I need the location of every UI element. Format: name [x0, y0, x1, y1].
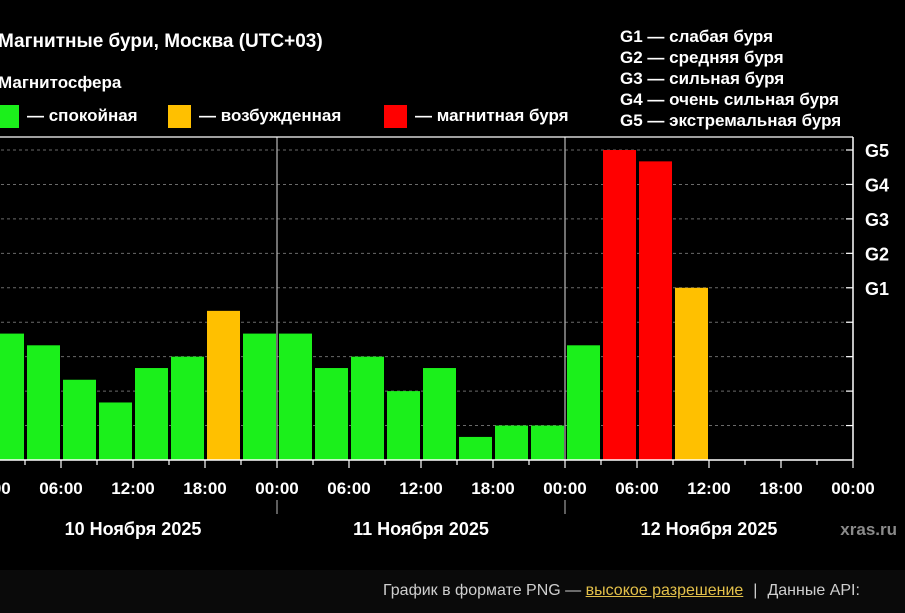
- footer-separator: |: [753, 582, 758, 599]
- g-legend-g1: G1 — слабая буря: [620, 27, 774, 46]
- kp-bar: [351, 356, 384, 460]
- chart-subtitle: Магнитосфера: [0, 73, 122, 92]
- kp-bar: [639, 161, 672, 460]
- chart-title: Магнитные бури, Москва (UTC+03): [0, 31, 323, 52]
- kp-bar: [135, 368, 168, 460]
- x-tick-label: 00:00: [0, 479, 11, 498]
- legend-label-quiet: — спокойная: [27, 106, 138, 125]
- kp-bar: [279, 333, 312, 460]
- kp-bar: [243, 333, 276, 460]
- y-tick-label: G2: [865, 244, 889, 264]
- x-tick-label: 12:00: [399, 479, 442, 498]
- x-tick-label: 06:00: [39, 479, 82, 498]
- kp-bar: [603, 150, 636, 460]
- x-tick-label: 18:00: [183, 479, 226, 498]
- footer-text: График в формате PNG — высокое разрешени…: [383, 582, 860, 600]
- kp-bar: [315, 368, 348, 460]
- y-tick-label: G1: [865, 279, 889, 299]
- kp-bar: [387, 391, 420, 460]
- x-tick-label: 06:00: [615, 479, 658, 498]
- g-legend-g2: G2 — средняя буря: [620, 48, 784, 67]
- y-tick-label: G3: [865, 210, 889, 230]
- legend-item-storm: — магнитная буря: [384, 104, 569, 128]
- legend-swatch-storm: [384, 104, 407, 128]
- x-tick-label: 12:00: [111, 479, 154, 498]
- kp-bar-chart: G1 G2 G3 G4 G5 00:00 06:00 12:00 18:00 00:00 06:00…: [0, 136, 897, 539]
- kp-bar: [27, 345, 60, 460]
- x-tick-label: 00:00: [831, 479, 874, 498]
- day-label: 12 Ноября 2025: [641, 519, 778, 539]
- kp-bar: [171, 356, 204, 460]
- footer: График в формате PNG — высокое разрешени…: [0, 570, 905, 613]
- y-tick-label: G5: [865, 141, 889, 161]
- kp-bar: [459, 436, 492, 460]
- g-legend-g5: G5 — экстремальная буря: [620, 111, 842, 130]
- kp-bar: [531, 425, 564, 460]
- x-tick-label: 12:00: [687, 479, 730, 498]
- kp-bar: [207, 310, 240, 460]
- chart-panel: Магнитные бури, Москва (UTC+03) Магнитос…: [0, 26, 897, 539]
- kp-bar: [423, 368, 456, 460]
- legend-label-active: — возбужденная: [199, 106, 342, 125]
- legend-swatch-quiet: [0, 104, 19, 128]
- g-legend-g3: G3 — сильная буря: [620, 69, 785, 88]
- status-legend: — спокойная — возбужденная — магнитная б…: [0, 104, 600, 128]
- kp-bar: [0, 333, 24, 460]
- kp-bar: [495, 425, 528, 460]
- kp-bar: [63, 379, 96, 460]
- kp-bar: [99, 402, 132, 460]
- y-tick-label: G4: [865, 175, 889, 195]
- x-tick-label: 00:00: [255, 479, 298, 498]
- footer-api-label: Данные API:: [767, 582, 860, 599]
- legend-swatch-active: [168, 104, 191, 128]
- legend-label-storm: — магнитная буря: [415, 106, 569, 125]
- g-scale-legend: G1 — слабая буря G2 — средняя буря G3 — …: [620, 26, 841, 131]
- watermark: xras.ru: [840, 520, 897, 539]
- x-tick-label: 06:00: [327, 479, 370, 498]
- day-label: 10 Ноября 2025: [65, 519, 202, 539]
- x-tick-label: 18:00: [759, 479, 802, 498]
- x-tick-label: 00:00: [543, 479, 586, 498]
- x-tick-label: 18:00: [471, 479, 514, 498]
- g-legend-g4: G4 — очень сильная буря: [620, 90, 839, 109]
- legend-item-active: — возбужденная: [168, 104, 341, 128]
- day-label: 11 Ноября 2025: [353, 519, 489, 539]
- high-resolution-link[interactable]: высокое разрешение: [585, 582, 744, 599]
- footer-prefix: График в формате PNG —: [383, 582, 586, 599]
- kp-bar: [567, 345, 600, 460]
- legend-item-quiet: — спокойная: [0, 104, 138, 128]
- kp-bar: [675, 287, 708, 460]
